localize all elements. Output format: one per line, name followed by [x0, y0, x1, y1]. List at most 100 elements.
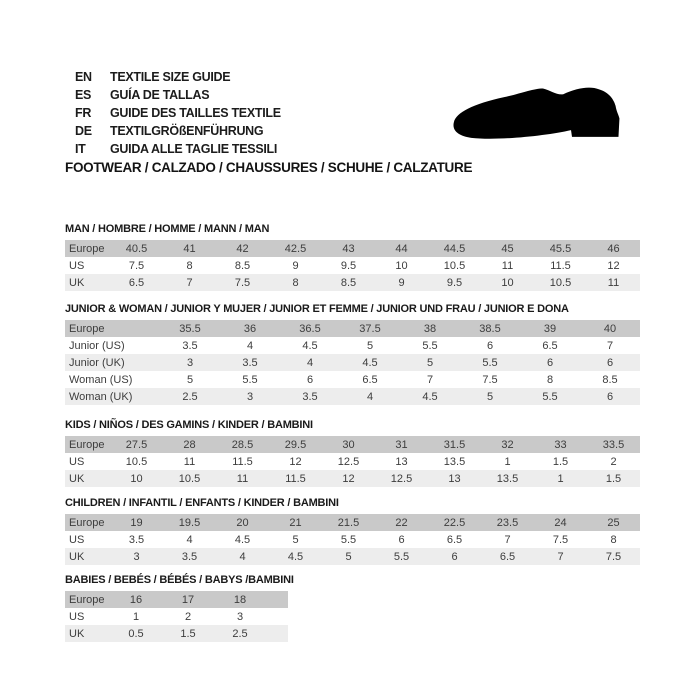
language-row-fr: FR GUIDE DES TAILLES TEXTILE [75, 104, 281, 122]
footwear-category-line: FOOTWEAR / CALZADO / CHAUSSURES / SCHUHE… [65, 160, 473, 175]
language-label: GUIDE DES TAILLES TEXTILE [110, 106, 281, 120]
size-cell: 6.5 [446, 533, 463, 546]
table-row-man-us: US 7.5 8 8.5 9 9.5 10 10.5 11 11.5 12 [65, 257, 640, 274]
language-label: TEXTILGRÖßENFÜHRUNG [110, 124, 264, 138]
size-cell: 42.5 [284, 242, 307, 255]
language-row-en: EN TEXTILE SIZE GUIDE [75, 68, 281, 86]
table-row-junior-woman-junior-uk: Junior (UK) 3 3.5 4 4.5 5 5.5 6 6 [65, 354, 640, 371]
row-label: UK [69, 627, 85, 640]
size-cell: 6.5 [499, 550, 516, 563]
size-cell: 10.5 [125, 455, 148, 468]
language-code: IT [75, 142, 86, 156]
size-cell: 1 [504, 455, 511, 468]
row-label: Woman (US) [69, 373, 133, 386]
size-cell: 4 [246, 339, 254, 352]
size-cell: 4.5 [234, 533, 251, 546]
size-cell: 5.5 [242, 373, 258, 386]
language-code: FR [75, 106, 92, 120]
size-table-babies: Europe 16 17 18 US 1 2 3 UK 0.5 1.5 2.5 [65, 591, 294, 642]
size-cell: 3 [246, 390, 254, 403]
size-cell: 39 [543, 322, 557, 335]
size-cell: 11 [183, 455, 196, 468]
size-cell: 2.5 [182, 390, 198, 403]
row-label: Europe [69, 516, 105, 529]
size-cell: 6 [606, 356, 614, 369]
size-cell: 7.5 [234, 276, 251, 289]
size-cell: 8 [610, 533, 617, 546]
size-cell: 1 [132, 610, 140, 623]
table-row-children-us: US 3.5 4 4.5 5 5.5 6 6.5 7 7.5 8 [65, 531, 640, 548]
size-cell: 6 [451, 550, 458, 563]
size-cell: 31.5 [443, 438, 466, 451]
row-label: US [69, 610, 85, 623]
size-cell: 19 [130, 516, 143, 529]
size-cell: 11 [607, 276, 620, 289]
size-cell: 36 [243, 322, 257, 335]
table-row-man-europe: Europe 40.5 41 42 42.5 43 44 44.5 45 45.5 46 [65, 240, 640, 257]
size-cell: 5.5 [542, 390, 558, 403]
size-cell: 13.5 [496, 472, 519, 485]
row-label: UK [69, 472, 85, 485]
size-cell: 3.5 [302, 390, 318, 403]
size-cell: 13.5 [443, 455, 466, 468]
language-row-de: DE TEXTILGRÖßENFÜHRUNG [75, 122, 281, 140]
size-cell: 9.5 [340, 259, 357, 272]
size-cell: 3.5 [242, 356, 258, 369]
size-cell: 25 [607, 516, 620, 529]
size-cell: 8.5 [602, 373, 618, 386]
size-cell: 8 [292, 276, 299, 289]
size-table-children: Europe 19 19.5 20 21 21.5 22 22.5 23.5 24 25 US 3.5 4… [65, 514, 640, 565]
size-cell: 45.5 [549, 242, 572, 255]
size-cell: 13 [448, 472, 461, 485]
size-cell: 12 [289, 455, 302, 468]
row-label: UK [69, 550, 85, 563]
size-cell: 29.5 [284, 438, 307, 451]
size-cell: 8.5 [340, 276, 357, 289]
size-table-junior-woman: Europe 35.5 36 36.5 37.5 38 38.5 39 40 Junior (US… [65, 320, 640, 405]
size-cell: 3.5 [182, 339, 198, 352]
size-cell: 10.5 [178, 472, 201, 485]
size-cell: 8 [546, 373, 554, 386]
size-cell: 33 [554, 438, 567, 451]
row-label: Europe [69, 242, 105, 255]
size-cell: 11.5 [550, 259, 571, 272]
table-row-junior-woman-europe: Europe 35.5 36 36.5 37.5 38 38.5 39 40 [65, 320, 640, 337]
size-cell: 5 [486, 390, 494, 403]
size-cell: 5 [292, 533, 299, 546]
dress-shoe-icon [453, 87, 620, 139]
size-cell: 11 [236, 472, 249, 485]
size-cell: 1.5 [552, 455, 569, 468]
language-list: EN TEXTILE SIZE GUIDE ES GUÍA DE TALLAS FR GU… [75, 68, 281, 158]
size-cell: 12 [607, 259, 620, 272]
size-cell: 30 [342, 438, 355, 451]
size-cell: 5.5 [393, 550, 410, 563]
row-label: Junior (UK) [69, 356, 125, 369]
size-cell: 11.5 [285, 472, 306, 485]
size-cell: 9 [292, 259, 299, 272]
size-cell: 3.5 [128, 533, 145, 546]
size-cell: 21.5 [337, 516, 360, 529]
size-cell: 32 [501, 438, 514, 451]
size-cell: 6 [486, 339, 494, 352]
size-cell: 4 [366, 390, 374, 403]
size-cell: 3.5 [181, 550, 198, 563]
table-title-kids: KIDS / NIÑOS / DES GAMINS / KINDER / BAM… [65, 419, 313, 431]
size-cell: 6.5 [362, 373, 378, 386]
size-cell: 7.5 [605, 550, 622, 563]
table-row-children-uk: UK 3 3.5 4 4.5 5 5.5 6 6.5 7 7.5 [65, 548, 640, 565]
size-cell: 21 [289, 516, 302, 529]
table-title-man: MAN / HOMBRE / HOMME / MANN / MAN [65, 223, 270, 235]
size-cell: 19.5 [178, 516, 201, 529]
language-label: TEXTILE SIZE GUIDE [110, 70, 231, 84]
size-cell: 7 [606, 339, 614, 352]
size-cell: 20 [236, 516, 249, 529]
size-cell: 5 [345, 550, 352, 563]
size-cell: 45 [501, 242, 514, 255]
language-row-it: IT GUIDA ALLE TAGLIE TESSILI [75, 140, 281, 158]
language-row-es: ES GUÍA DE TALLAS [75, 86, 281, 104]
size-table-kids: Europe 27.5 28 28.5 29.5 30 31 31.5 32 33 33.5 US 10… [65, 436, 640, 487]
size-cell: 11 [501, 259, 514, 272]
size-cell: 16 [129, 593, 143, 606]
size-cell: 11.5 [232, 455, 253, 468]
